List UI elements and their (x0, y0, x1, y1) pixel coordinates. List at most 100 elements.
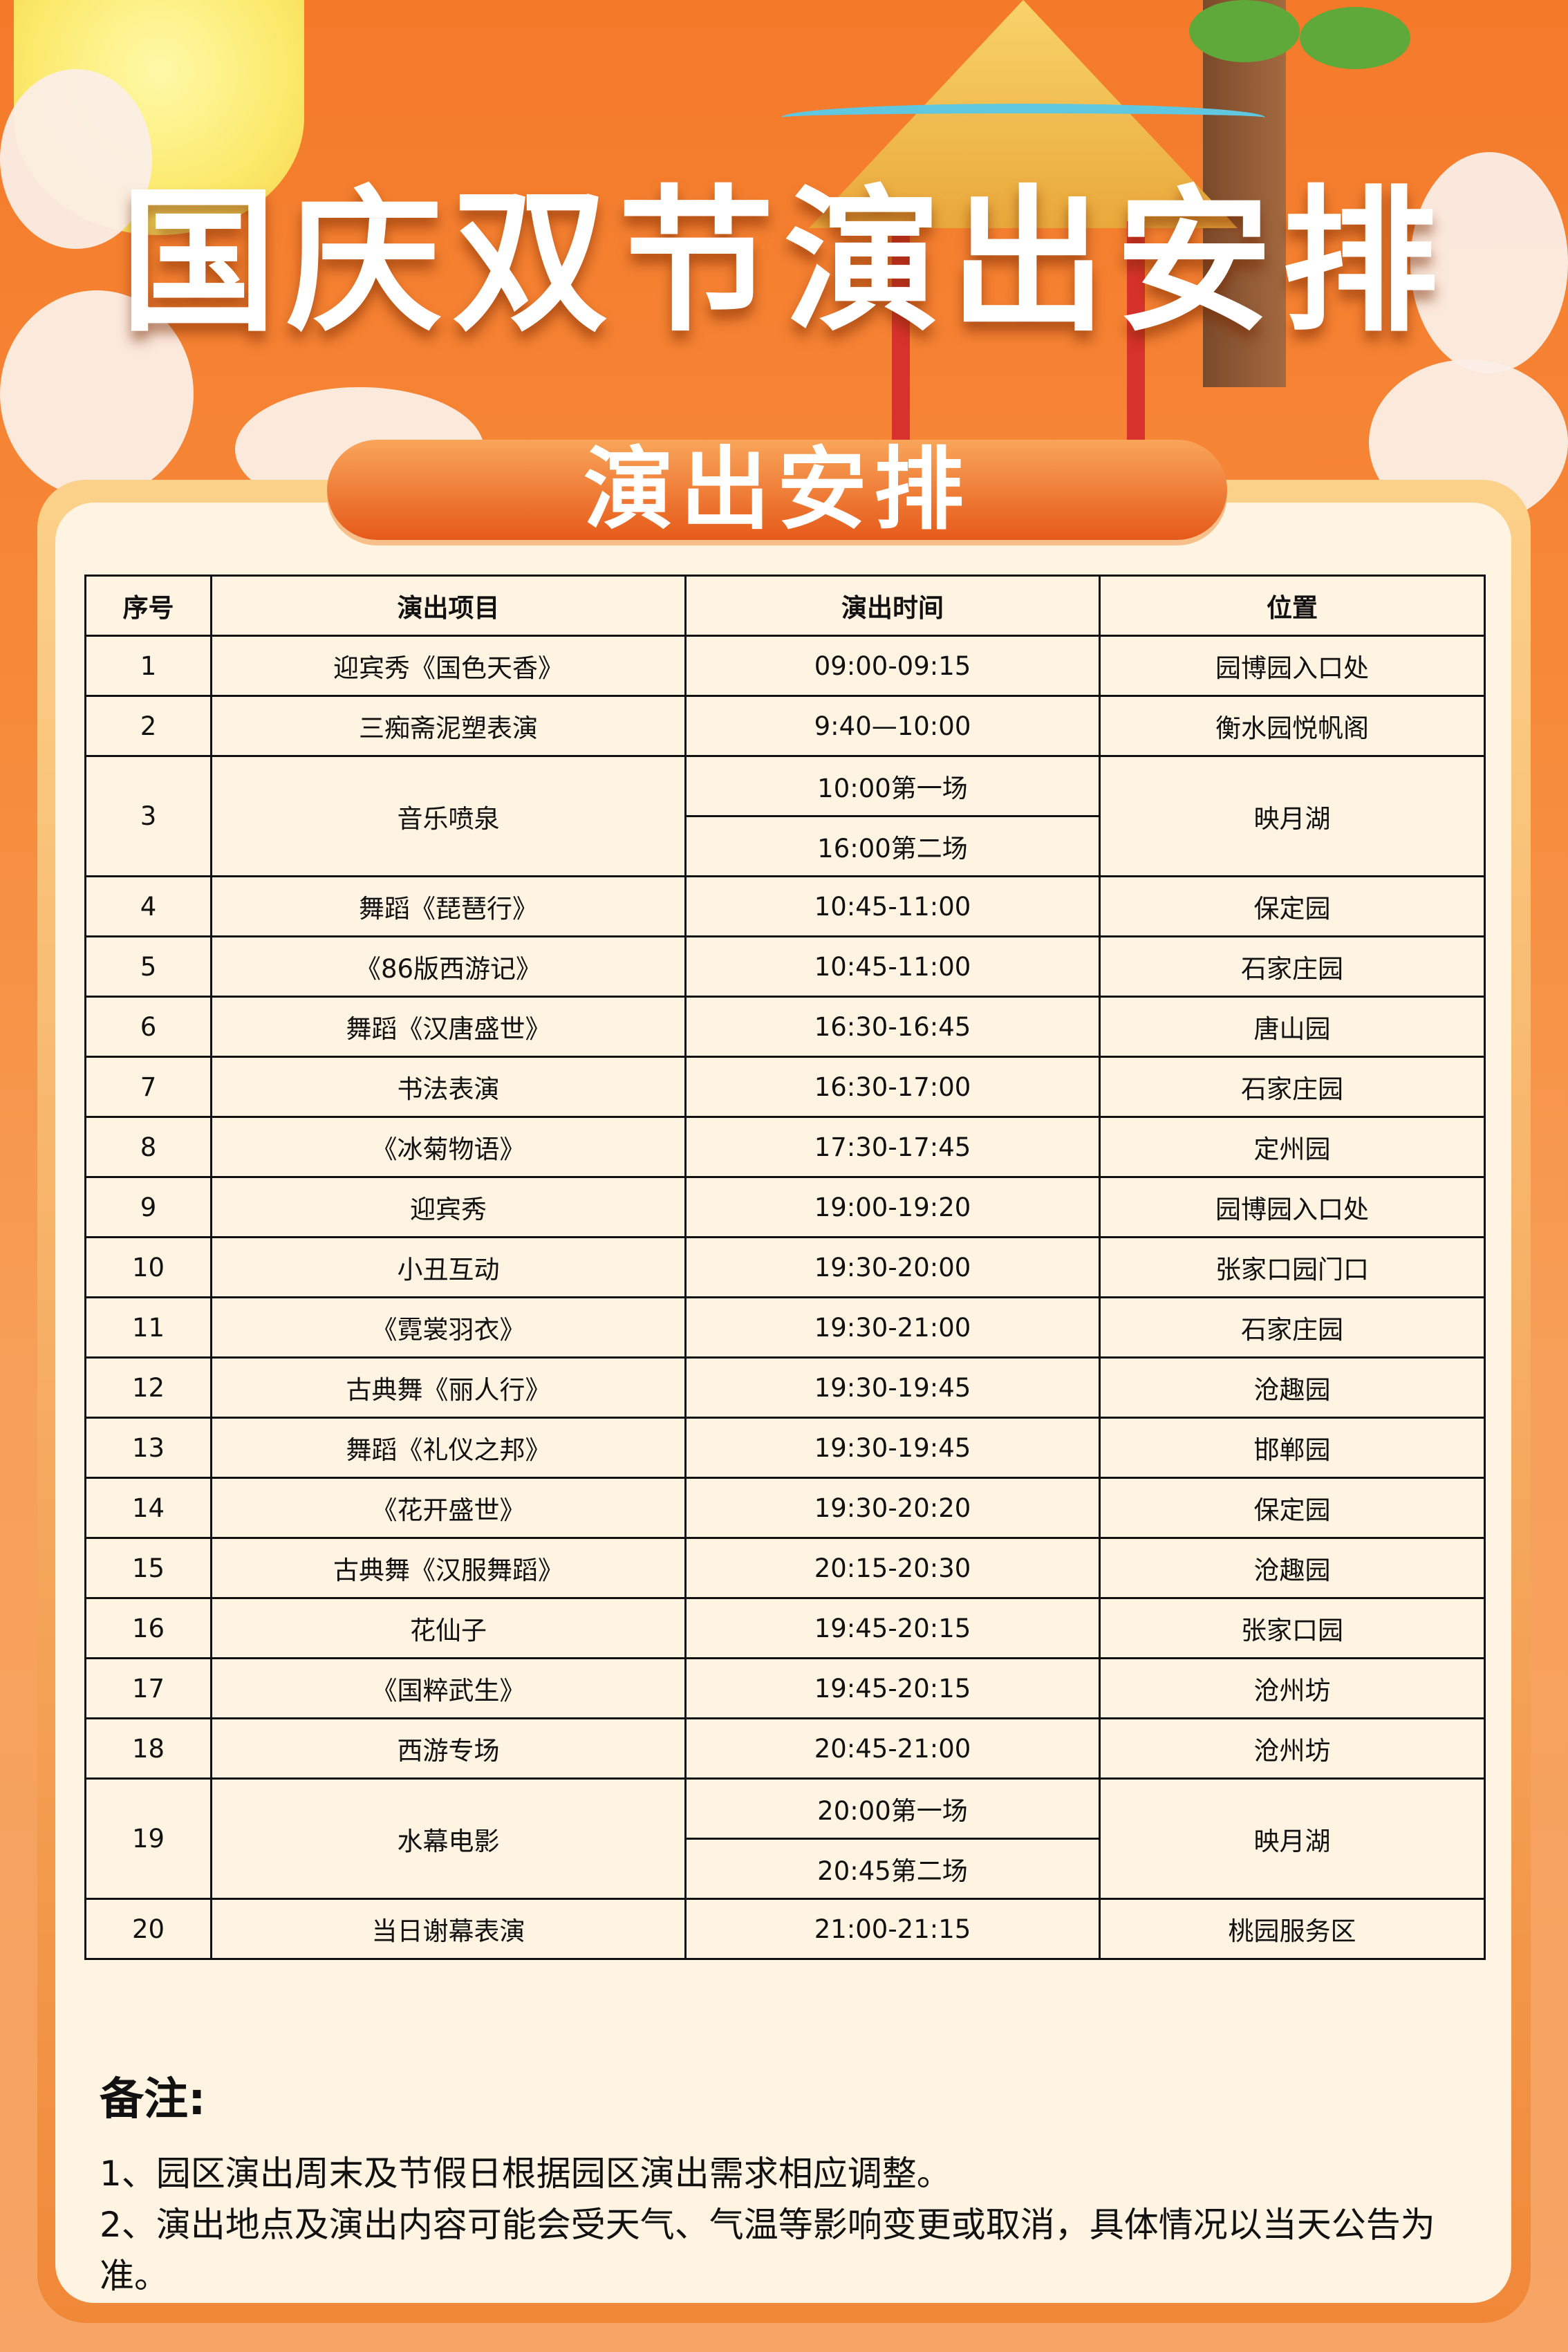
table-subrow: 20:45第二场 (86, 1838, 1485, 1900)
header-item: 演出项目 (210, 575, 687, 637)
table-row: 5 《86版西游记》 10:45-11:00 石家庄园 (84, 935, 1486, 998)
leaf-decoration (1189, 0, 1300, 62)
row-number: 4 (84, 875, 212, 937)
performance-time: 10:45-11:00 (684, 875, 1101, 937)
table-row: 10 小丑互动 19:30-20:00 张家口园门口 (84, 1236, 1486, 1298)
performance-item: 音乐喷泉 (210, 755, 687, 877)
performance-location: 沧州坊 (1099, 1657, 1486, 1719)
table-header: 序号 演出项目 演出时间 位置 (84, 575, 1486, 637)
row-number: 16 (84, 1597, 212, 1659)
performance-item: 《国粹武生》 (210, 1657, 687, 1719)
page-title: 国庆双节演出安排 (120, 171, 1448, 353)
performance-location: 沧州坊 (1099, 1717, 1486, 1780)
performance-time: 10:00第一场 (684, 755, 1101, 817)
table-row: 13 舞蹈《礼仪之邦》 19:30-19:45 邯郸园 (84, 1417, 1486, 1479)
table-row: 9 迎宾秀 19:00-19:20 园博园入口处 (84, 1176, 1486, 1238)
row-number: 2 (84, 695, 212, 757)
row-number: 3 (84, 755, 212, 877)
tree-decoration (1203, 0, 1286, 387)
table-body: 1 迎宾秀《国色天香》 09:00-09:15 园博园入口处 2 三痴斋泥塑表演 9:40—… (84, 635, 1486, 1960)
table-row: 6 舞蹈《汉唐盛世》 16:30-16:45 唐山园 (84, 996, 1486, 1058)
performance-time: 17:30-17:45 (684, 1116, 1101, 1178)
performance-time: 19:30-21:00 (684, 1296, 1101, 1359)
performance-time: 20:00第一场 (684, 1777, 1101, 1840)
row-number: 11 (84, 1296, 212, 1359)
header-time: 演出时间 (684, 575, 1101, 637)
pavilion-roof-edge (781, 104, 1265, 131)
note-line: 1、园区演出周末及节假日根据园区演出需求相应调整。 (100, 2154, 951, 2194)
performance-time: 21:00-21:15 (684, 1898, 1101, 1960)
performance-location: 邯郸园 (1099, 1417, 1486, 1479)
performance-location: 石家庄园 (1099, 1056, 1486, 1118)
performance-time: 19:45-20:15 (684, 1597, 1101, 1659)
table-row: 7 书法表演 16:30-17:00 石家庄园 (84, 1056, 1486, 1118)
performance-time: 19:45-20:15 (684, 1657, 1101, 1719)
table-row: 2 三痴斋泥塑表演 9:40—10:00 衡水园悦帆阁 (84, 695, 1486, 757)
row-number: 15 (84, 1537, 212, 1599)
performance-location: 园博园入口处 (1099, 635, 1486, 697)
performance-location: 映月湖 (1099, 1777, 1486, 1900)
performance-time: 20:15-20:30 (684, 1537, 1101, 1599)
performance-item: 《冰菊物语》 (210, 1116, 687, 1178)
pavilion-pillar (892, 221, 910, 442)
performance-time: 19:30-19:45 (684, 1417, 1101, 1479)
performance-time: 09:00-09:15 (684, 635, 1101, 697)
table-row: 14 《花开盛世》 19:30-20:20 保定园 (84, 1477, 1486, 1539)
pavilion-illustration (781, 0, 1265, 442)
performance-item: 古典舞《丽人行》 (210, 1356, 687, 1419)
table-row: 17 《国粹武生》 19:45-20:15 沧州坊 (84, 1657, 1486, 1719)
row-number: 5 (84, 935, 212, 998)
performance-item: 舞蹈《汉唐盛世》 (210, 996, 687, 1058)
performance-item: 小丑互动 (210, 1236, 687, 1298)
table-row: 11 《霓裳羽衣》 19:30-21:00 石家庄园 (84, 1296, 1486, 1359)
performance-location: 保定园 (1099, 1477, 1486, 1539)
performance-location: 衡水园悦帆阁 (1099, 695, 1486, 757)
header-location: 位置 (1099, 575, 1486, 637)
performance-time: 19:30-19:45 (684, 1356, 1101, 1419)
performance-item: 西游专场 (210, 1717, 687, 1780)
table-row: 15 古典舞《汉服舞蹈》 20:15-20:30 沧趣园 (84, 1537, 1486, 1599)
performance-location: 石家庄园 (1099, 1296, 1486, 1359)
note-line: 2、演出地点及演出内容可能会受天气、气温等影响变更或取消，具体情况以当天公告为准… (100, 2205, 1435, 2296)
performance-item: 迎宾秀 (210, 1176, 687, 1238)
cloud-decoration (0, 290, 194, 498)
table-row: 1 迎宾秀《国色天香》 09:00-09:15 园博园入口处 (84, 635, 1486, 697)
schedule-table: 序号 演出项目 演出时间 位置 1 迎宾秀《国色天香》 09:00-09:15 园博园… (84, 575, 1486, 1960)
performance-item: 花仙子 (210, 1597, 687, 1659)
performance-location: 保定园 (1099, 875, 1486, 937)
performance-item: 书法表演 (210, 1056, 687, 1118)
table-row: 19 水幕电影 20:00第一场 映月湖 (84, 1777, 1486, 1900)
performance-time: 16:30-17:00 (684, 1056, 1101, 1118)
performance-item: 三痴斋泥塑表演 (210, 695, 687, 757)
table-row: 18 西游专场 20:45-21:00 沧州坊 (84, 1717, 1486, 1780)
performance-location: 石家庄园 (1099, 935, 1486, 998)
row-number: 10 (84, 1236, 212, 1298)
row-number: 1 (84, 635, 212, 697)
performance-time: 19:00-19:20 (684, 1176, 1101, 1238)
performance-time: 20:45-21:00 (684, 1717, 1101, 1780)
table-row: 16 花仙子 19:45-20:15 张家口园 (84, 1597, 1486, 1659)
performance-location: 张家口园门口 (1099, 1236, 1486, 1298)
table-row: 8 《冰菊物语》 17:30-17:45 定州园 (84, 1116, 1486, 1178)
section-banner: 演出安排 (327, 440, 1227, 540)
table-row: 3 音乐喷泉 10:00第一场 映月湖 (84, 755, 1486, 877)
performance-location: 张家口园 (1099, 1597, 1486, 1659)
performance-item: 当日谢幕表演 (210, 1898, 687, 1960)
row-number: 20 (84, 1898, 212, 1960)
performance-location: 沧趣园 (1099, 1537, 1486, 1599)
performance-item: 古典舞《汉服舞蹈》 (210, 1537, 687, 1599)
pavilion-pillar (1127, 221, 1145, 442)
performance-time: 10:45-11:00 (684, 935, 1101, 998)
notes-title: 备注: (100, 2074, 206, 2125)
performance-item: 舞蹈《礼仪之邦》 (210, 1417, 687, 1479)
row-number: 12 (84, 1356, 212, 1419)
performance-item: 《霓裳羽衣》 (210, 1296, 687, 1359)
row-number: 13 (84, 1417, 212, 1479)
cloud-decoration (1410, 152, 1568, 373)
performance-time: 9:40—10:00 (684, 695, 1101, 757)
performance-location: 定州园 (1099, 1116, 1486, 1178)
performance-location: 园博园入口处 (1099, 1176, 1486, 1238)
performance-item: 迎宾秀《国色天香》 (210, 635, 687, 697)
performance-time: 19:30-20:20 (684, 1477, 1101, 1539)
row-number: 17 (84, 1657, 212, 1719)
